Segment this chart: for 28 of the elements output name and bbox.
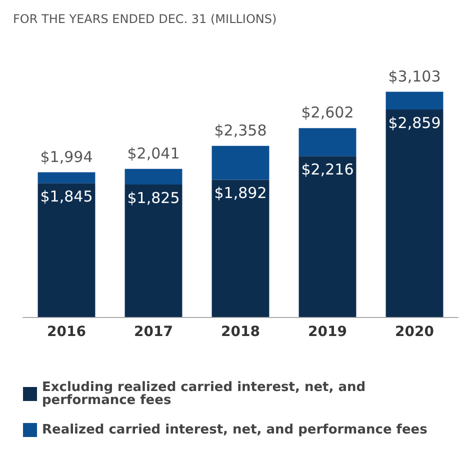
x-tick-label: 2016 [47,324,86,340]
bar [124,168,182,185]
bar [38,172,96,184]
total-label: $2,041 [127,144,180,162]
bar [298,156,356,317]
bar [124,184,182,317]
total-label: $3,103 [388,67,441,86]
x-tick-label: 2020 [395,324,434,340]
total-label: $2,358 [214,121,267,140]
bar [38,183,96,317]
bar [386,92,444,110]
x-tick-label: 2019 [308,324,347,340]
legend-label: Excluding realized carried interest, net, and performance fees [42,380,370,408]
bar [386,110,444,317]
legend-label: Realized carried interest, net, and performance fees [42,422,428,438]
bar [212,146,270,180]
data-label: $2,859 [388,114,441,132]
bar [298,128,356,156]
x-tick-label: 2018 [221,324,260,340]
x-tick-label: 2017 [134,324,173,340]
chart-subtitle: FOR THE YEARS ENDED DEC. 31 (MILLIONS) [13,12,277,26]
data-label: $1,825 [127,189,180,208]
bar [212,180,270,317]
data-label: $1,892 [214,184,267,202]
data-label: $1,845 [40,188,93,206]
total-label: $1,994 [40,148,93,166]
total-label: $2,602 [301,104,354,122]
data-label: $2,216 [301,160,354,179]
